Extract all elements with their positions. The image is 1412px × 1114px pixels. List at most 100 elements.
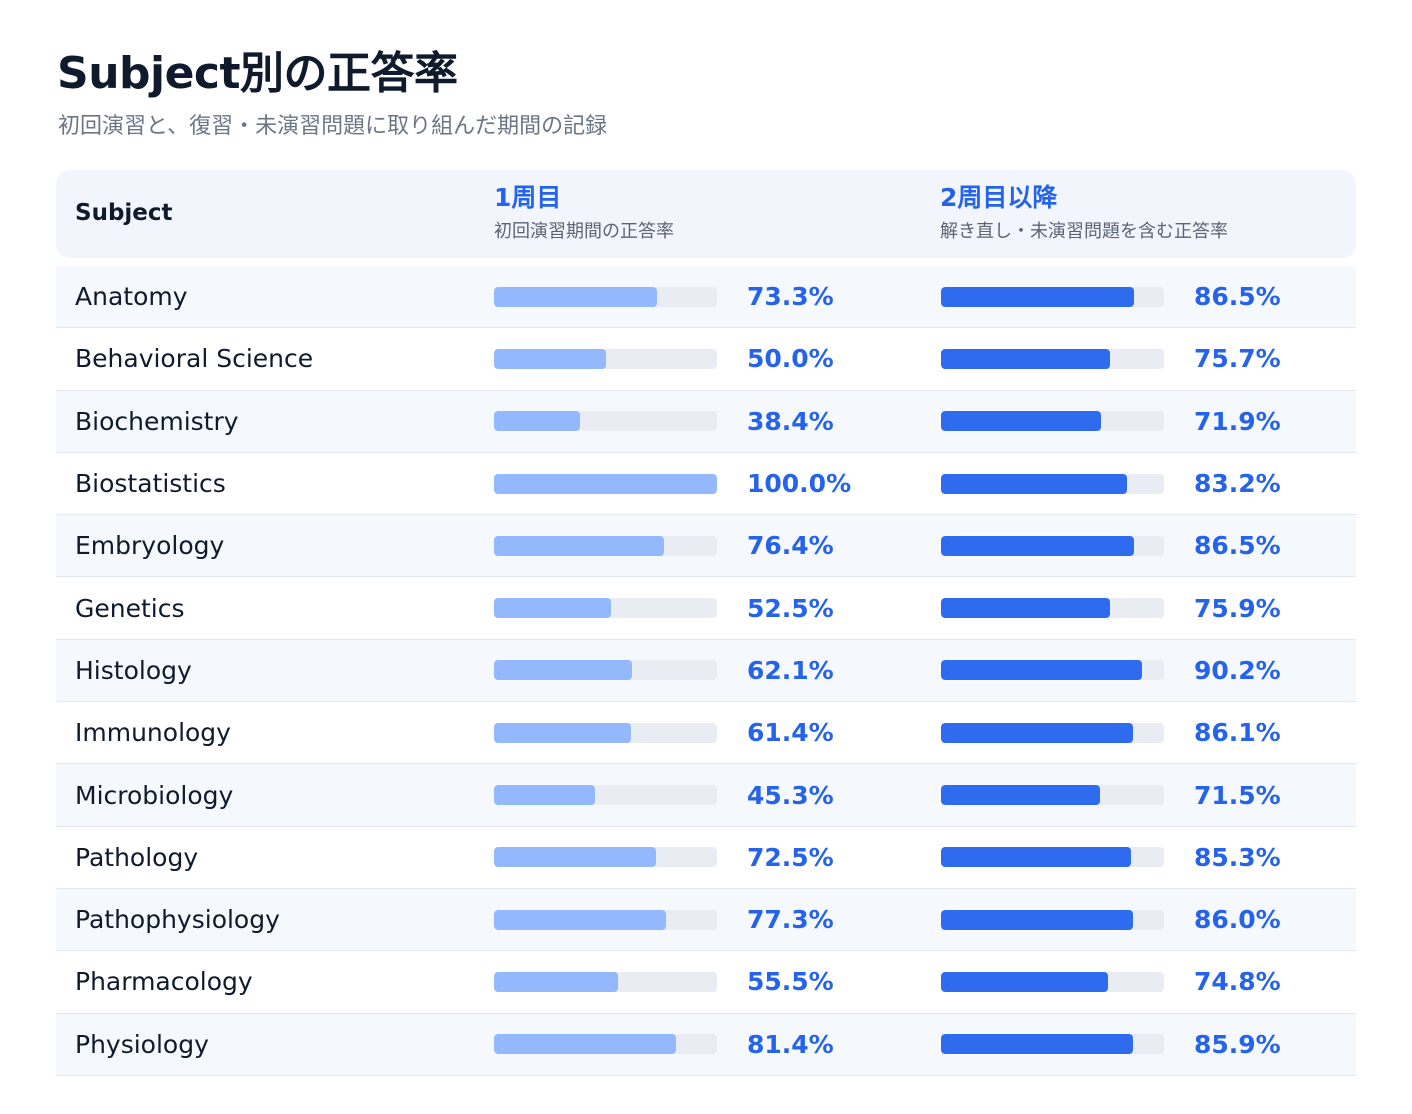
second-round-bar [941,535,1134,556]
second-round-bar-track [941,909,1164,930]
first-round-value-label: 52.5% [747,593,834,623]
second-round-bar [941,286,1134,307]
header-first-round-subtitle: 初回演習期間の正答率 [494,221,674,242]
second-round-bar-track [941,847,1164,868]
first-round-value-label: 61.4% [747,718,834,748]
subject-label: Immunology [75,718,231,748]
first-round-bar [494,785,596,806]
first-round-value-label: 72.5% [747,842,834,872]
table-row: Biochemistry 38.4% 71.9% [56,390,1356,453]
header-first-round-title: 1周目 [494,183,562,212]
header-first-round: 1周目 初回演習期間の正答率 [494,182,674,246]
first-round-bar-track [494,411,717,432]
subject-label: Pathology [75,842,199,872]
page-subtitle: 初回演習と、復習・未演習問題に取り組んだ期間の記録 [58,114,608,139]
first-round-bar-track [494,535,717,556]
subject-label: Behavioral Science [75,344,314,374]
first-round-value-label: 38.4% [747,406,834,436]
first-round-bar [494,286,658,307]
second-round-bar-track [941,411,1164,432]
subject-label: Pathophysiology [75,905,280,935]
first-round-bar [494,411,580,432]
table-row: Biostatistics 100.0% 83.2% [56,453,1356,516]
subject-label: Genetics [75,593,185,623]
table-header: Subject 1周目 初回演習期間の正答率 2周目以降 解き直し・未演習問題を… [56,170,1356,258]
second-round-value-label: 71.9% [1194,406,1281,436]
first-round-bar-track [494,847,717,868]
first-round-bar-track [494,909,717,930]
first-round-value-label: 100.0% [747,469,852,499]
table-row: Anatomy 73.3% 86.5% [56,266,1356,329]
second-round-bar [941,411,1102,432]
table-row: Microbiology 45.3% 71.5% [56,764,1356,827]
first-round-bar [494,971,618,992]
first-round-bar-track [494,286,717,307]
second-round-bar-track [941,286,1164,307]
first-round-bar-track [494,971,717,992]
first-round-value-label: 73.3% [747,282,834,312]
first-round-bar [494,847,656,868]
table-row: Pharmacology 55.5% 74.8% [56,951,1356,1014]
table-row: Histology 62.1% 90.2% [56,639,1356,703]
second-round-value-label: 86.5% [1194,282,1281,312]
table-row: Pathology 72.5% 85.3% [56,827,1356,889]
first-round-bar-track [494,785,717,806]
second-round-value-label: 90.2% [1194,655,1281,685]
second-round-bar-track [941,1034,1164,1055]
table-row: Pathophysiology 77.3% 86.0% [56,888,1356,952]
second-round-value-label: 83.2% [1194,469,1281,499]
second-round-value-label: 75.7% [1194,344,1281,374]
header-second-round-subtitle: 解き直し・未演習問題を含む正答率 [940,221,1228,242]
second-round-bar [941,971,1108,992]
accuracy-table: Subject 1周目 初回演習期間の正答率 2周目以降 解き直し・未演習問題を… [56,170,1356,1076]
second-round-value-label: 85.9% [1194,1029,1281,1059]
subject-label: Embryology [75,531,225,561]
page-title: Subject別の正答率 [57,48,458,99]
first-round-bar-track [494,1034,717,1055]
first-round-bar [494,598,612,619]
header-second-round: 2周目以降 解き直し・未演習問題を含む正答率 [940,182,1228,246]
first-round-bar [494,1034,676,1055]
subject-label: Histology [75,655,192,685]
second-round-bar-track [941,722,1164,743]
second-round-value-label: 85.3% [1194,842,1281,872]
first-round-value-label: 45.3% [747,780,834,810]
first-round-bar-track [494,348,717,369]
second-round-value-label: 86.5% [1194,531,1281,561]
second-round-bar-track [941,348,1164,369]
second-round-bar [941,722,1133,743]
second-round-bar [941,660,1143,681]
subject-label: Pharmacology [75,967,253,997]
second-round-bar [941,1034,1133,1055]
second-round-bar [941,847,1132,868]
second-round-bar-track [941,660,1164,681]
table-row: Immunology 61.4% 86.1% [56,702,1356,765]
subject-label: Biostatistics [75,469,226,499]
second-round-bar-track [941,535,1164,556]
first-round-bar-track [494,722,717,743]
subject-label: Microbiology [75,780,234,810]
second-round-value-label: 86.0% [1194,905,1281,935]
header-subject: Subject [75,200,173,226]
first-round-value-label: 77.3% [747,905,834,935]
second-round-value-label: 86.1% [1194,718,1281,748]
first-round-value-label: 55.5% [747,967,834,997]
second-round-bar-track [941,971,1164,992]
table-row: Physiology 81.4% 85.9% [56,1013,1356,1076]
header-second-round-title: 2周目以降 [940,183,1058,212]
second-round-bar [941,598,1111,619]
first-round-bar [494,535,665,556]
second-round-bar [941,785,1101,806]
first-round-bar [494,909,667,930]
second-round-bar-track [941,785,1164,806]
table-row: Embryology 76.4% 86.5% [56,515,1356,578]
second-round-value-label: 75.9% [1194,593,1281,623]
second-round-value-label: 74.8% [1194,967,1281,997]
table-row: Behavioral Science 50.0% 75.7% [56,328,1356,391]
first-round-bar-track [494,473,717,494]
first-round-value-label: 62.1% [747,655,834,685]
second-round-bar [941,473,1127,494]
first-round-bar [494,660,633,681]
table-row: Genetics 52.5% 75.9% [56,577,1356,640]
